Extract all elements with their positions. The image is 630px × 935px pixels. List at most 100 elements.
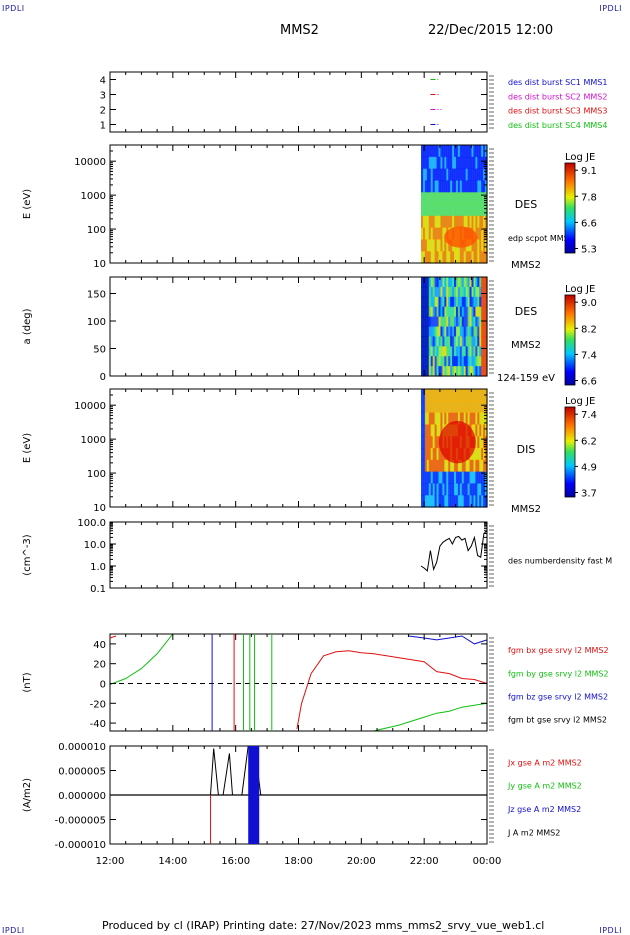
heatmap-cell	[426, 316, 430, 328]
heatmap-cell	[463, 286, 467, 298]
heatmap-cell	[477, 227, 480, 240]
heatmap-cell	[448, 145, 451, 158]
heatmap-cell	[463, 495, 467, 508]
heatmap-cell	[424, 168, 428, 181]
heatmap-cell	[473, 296, 476, 308]
heatmap-cell	[457, 483, 461, 496]
y-tick-label: 0.1	[90, 584, 106, 595]
heatmap-cell	[450, 168, 453, 181]
heatmap-cell	[444, 412, 447, 425]
heatmap-cell	[481, 346, 484, 357]
time-tick-label: 00:00	[473, 856, 502, 867]
heatmap-cell	[455, 400, 459, 414]
heatmap-cell	[442, 346, 445, 357]
heatmap-cell	[459, 389, 463, 402]
heatmap-cell	[463, 483, 467, 496]
heatmap-cell	[421, 483, 424, 496]
heatmap-cell	[440, 251, 443, 264]
heatmap-cell	[426, 389, 430, 402]
legend-entry: fgm bz gse srvy l2 MMS2	[508, 692, 608, 701]
heatmap-cell	[485, 366, 488, 377]
heatmap-cell	[426, 168, 430, 181]
heatmap-cell	[438, 495, 442, 508]
heatmap-cell	[436, 336, 440, 347]
heatmap-cell	[442, 366, 445, 377]
heatmap-cell	[483, 336, 486, 347]
heatmap-cell	[452, 180, 455, 193]
heatmap-cell	[432, 389, 436, 402]
heatmap-cell	[440, 239, 443, 252]
heatmap-cell	[436, 296, 440, 308]
heatmap-cell	[440, 366, 443, 377]
heatmap-cell	[483, 251, 486, 264]
y-tick-label: 0	[100, 679, 106, 690]
heatmap-cell	[442, 251, 445, 264]
heatmap-cell	[424, 483, 428, 496]
heatmap-cell	[430, 471, 434, 484]
heatmap-cell	[422, 156, 426, 170]
heatmap-cell	[430, 346, 434, 357]
heatmap-cell	[483, 180, 486, 193]
heatmap-cell	[426, 495, 430, 508]
heatmap-cell	[459, 277, 463, 288]
y-tick-label: 10	[93, 503, 106, 514]
y-tick-label: 1000	[81, 435, 106, 446]
y-tick-label: 100.0	[77, 518, 106, 529]
heatmap-cell	[426, 400, 430, 414]
heatmap-cell	[463, 459, 467, 473]
heatmap-cell	[438, 180, 442, 193]
heatmap-cell	[473, 316, 476, 328]
heatmap-cell	[448, 180, 451, 193]
heatmap-cell	[422, 145, 426, 158]
heatmap-cell	[469, 306, 473, 318]
heatmap-cell	[422, 286, 426, 298]
heatmap-cell	[459, 180, 463, 193]
heatmap-cell	[471, 192, 475, 205]
heatmap-cell	[479, 156, 482, 170]
heatmap-cell	[459, 192, 463, 205]
heatmap-cell	[422, 471, 426, 484]
heatmap-cell	[450, 192, 453, 205]
colorbar-tick-label: 9.0	[581, 298, 597, 309]
heatmap-cell	[463, 180, 467, 193]
heatmap-cell	[421, 495, 424, 508]
heatmap-cell	[426, 471, 430, 484]
heatmap-cell	[434, 326, 438, 337]
heatmap-cell	[421, 156, 424, 170]
heatmap-cell	[434, 412, 438, 425]
heatmap-cell	[424, 145, 428, 158]
heatmap-cell	[473, 239, 476, 252]
heatmap-cell	[467, 400, 471, 414]
heatmap-cell	[471, 251, 475, 264]
heatmap-cell	[457, 326, 461, 337]
heatmap-cell	[483, 366, 486, 377]
heatmap-cell	[485, 471, 488, 484]
heatmap-cell	[422, 168, 426, 181]
heatmap-cell	[452, 412, 455, 425]
heatmap-cell	[440, 316, 443, 328]
heatmap-cell	[428, 346, 432, 357]
heatmap-cell	[452, 326, 455, 337]
heatmap-cell	[432, 156, 436, 170]
heatmap-cell	[424, 459, 428, 473]
heatmap-cell	[483, 495, 486, 508]
y-tick-label: -0.000005	[55, 816, 106, 827]
time-tick-label: 18:00	[284, 856, 313, 867]
heatmap-cell	[475, 227, 478, 240]
current-burst-block	[248, 746, 260, 844]
datetime-title: 22/Dec/2015 12:00	[428, 23, 554, 38]
heatmap-cell	[475, 306, 478, 318]
heatmap-cell	[430, 204, 434, 217]
heatmap-cell	[421, 227, 424, 240]
heatmap-cell	[461, 145, 465, 158]
heatmap-cell	[454, 251, 457, 264]
heatmap-cell	[473, 326, 476, 337]
heatmap-cell	[461, 336, 465, 347]
heatmap-cell	[459, 459, 463, 473]
heatmap-cell	[461, 356, 465, 367]
heatmap-cell	[426, 227, 430, 240]
heatmap-cell	[426, 336, 430, 347]
heatmap-cell	[430, 412, 434, 425]
heatmap-cell	[479, 346, 482, 357]
